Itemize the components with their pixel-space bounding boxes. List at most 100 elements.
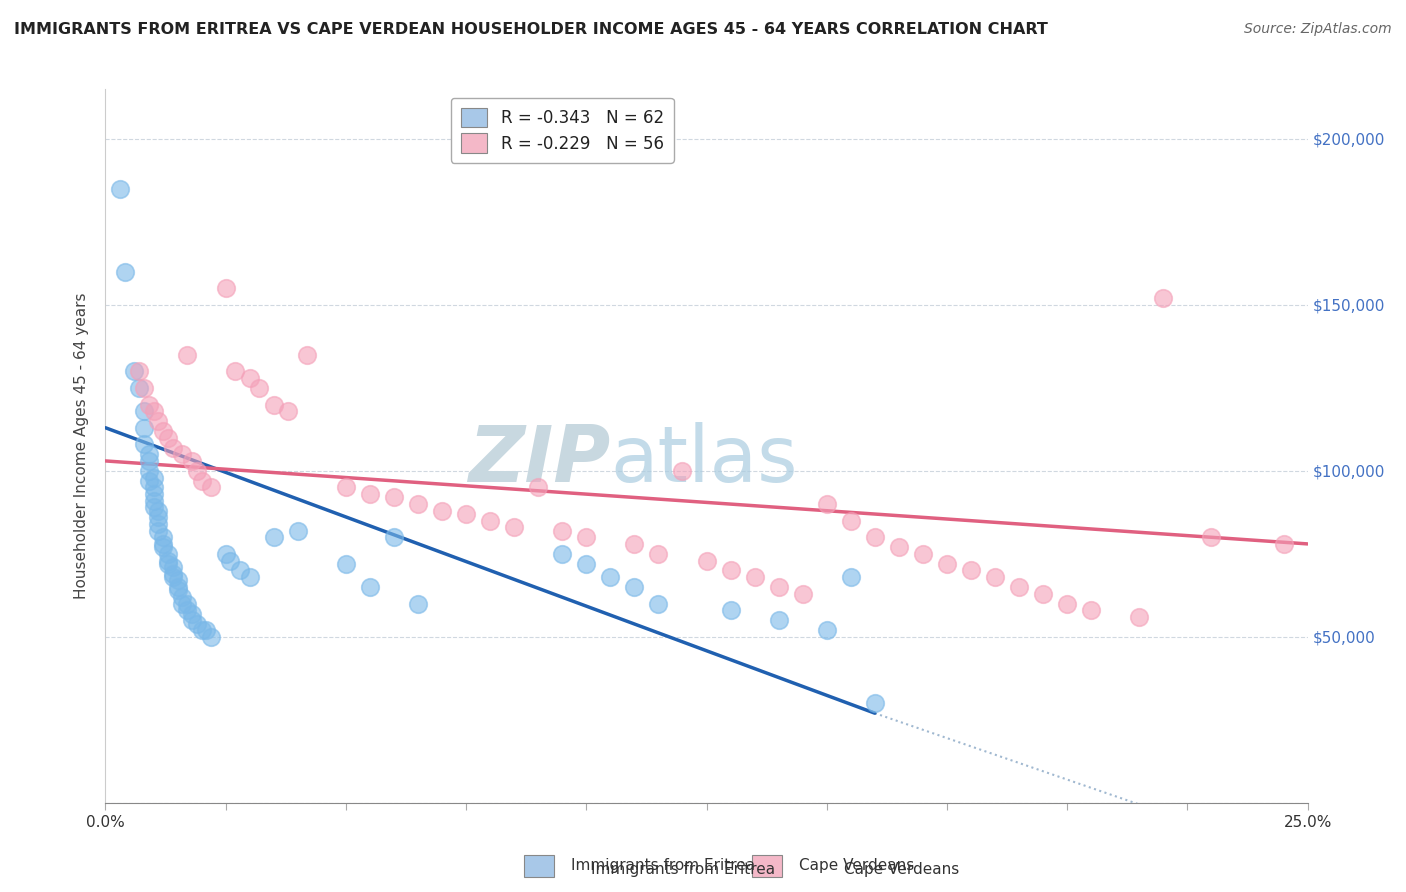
Point — [214, 281, 236, 295]
Point — [219, 553, 242, 567]
Point — [335, 481, 357, 495]
Point — [792, 587, 814, 601]
Point — [162, 566, 184, 581]
Point — [815, 624, 838, 638]
Point — [128, 364, 150, 378]
Point — [124, 364, 146, 378]
Point — [142, 500, 165, 515]
Point — [142, 493, 165, 508]
Point — [186, 616, 208, 631]
Point — [162, 441, 184, 455]
Point — [1056, 597, 1078, 611]
Point — [156, 431, 179, 445]
Text: Cape Verdeans: Cape Verdeans — [799, 858, 914, 873]
Point — [551, 524, 574, 538]
Point — [138, 454, 160, 468]
FancyBboxPatch shape — [752, 855, 782, 877]
Point — [359, 487, 381, 501]
Point — [575, 530, 598, 544]
Point — [190, 474, 212, 488]
Point — [839, 514, 862, 528]
Point — [599, 570, 621, 584]
Point — [148, 510, 170, 524]
Point — [839, 570, 862, 584]
Point — [142, 481, 165, 495]
Point — [960, 564, 983, 578]
Point — [176, 348, 198, 362]
Point — [142, 470, 165, 484]
Point — [138, 464, 160, 478]
Point — [214, 547, 236, 561]
Legend: R = -0.343   N = 62, R = -0.229   N = 56: R = -0.343 N = 62, R = -0.229 N = 56 — [451, 97, 673, 162]
Point — [863, 696, 886, 710]
Point — [142, 487, 165, 501]
Point — [768, 613, 790, 627]
Point — [172, 597, 194, 611]
Point — [768, 580, 790, 594]
Point — [148, 504, 170, 518]
Point — [1152, 291, 1174, 305]
Point — [406, 597, 429, 611]
Point — [200, 630, 222, 644]
Point — [239, 570, 262, 584]
Point — [720, 603, 742, 617]
Point — [128, 381, 150, 395]
Point — [152, 537, 174, 551]
Point — [575, 557, 598, 571]
Point — [162, 570, 184, 584]
Point — [181, 607, 204, 621]
Point — [148, 524, 170, 538]
Text: ZIP: ZIP — [468, 422, 610, 499]
Point — [382, 491, 405, 505]
Point — [984, 570, 1007, 584]
Point — [138, 474, 160, 488]
Point — [887, 540, 910, 554]
Point — [152, 530, 174, 544]
FancyBboxPatch shape — [524, 855, 554, 877]
Point — [263, 397, 285, 411]
Point — [114, 265, 136, 279]
Point — [195, 624, 218, 638]
Point — [1272, 537, 1295, 551]
Text: Cape Verdeans: Cape Verdeans — [844, 863, 959, 877]
Point — [647, 547, 669, 561]
Point — [176, 597, 198, 611]
Point — [186, 464, 208, 478]
Point — [406, 497, 429, 511]
Point — [148, 414, 170, 428]
Point — [172, 590, 194, 604]
Point — [176, 603, 198, 617]
Point — [181, 613, 204, 627]
Point — [200, 481, 222, 495]
Point — [503, 520, 526, 534]
Point — [156, 557, 179, 571]
Point — [454, 507, 477, 521]
Point — [647, 597, 669, 611]
Text: Source: ZipAtlas.com: Source: ZipAtlas.com — [1244, 22, 1392, 37]
Point — [335, 557, 357, 571]
Point — [224, 364, 246, 378]
Point — [720, 564, 742, 578]
Point — [166, 574, 188, 588]
Point — [359, 580, 381, 594]
Point — [277, 404, 299, 418]
Text: Immigrants from Eritrea: Immigrants from Eritrea — [591, 863, 775, 877]
Point — [152, 540, 174, 554]
Point — [156, 553, 179, 567]
Point — [479, 514, 502, 528]
Point — [142, 404, 165, 418]
Point — [132, 421, 155, 435]
Point — [815, 497, 838, 511]
Point — [190, 624, 212, 638]
Point — [166, 583, 188, 598]
Text: Immigrants from Eritrea: Immigrants from Eritrea — [571, 858, 755, 873]
Point — [911, 547, 934, 561]
Point — [132, 437, 155, 451]
Point — [744, 570, 766, 584]
Point — [527, 481, 550, 495]
Point — [156, 547, 179, 561]
Point — [936, 557, 959, 571]
Point — [138, 397, 160, 411]
Point — [148, 516, 170, 531]
Point — [229, 564, 252, 578]
